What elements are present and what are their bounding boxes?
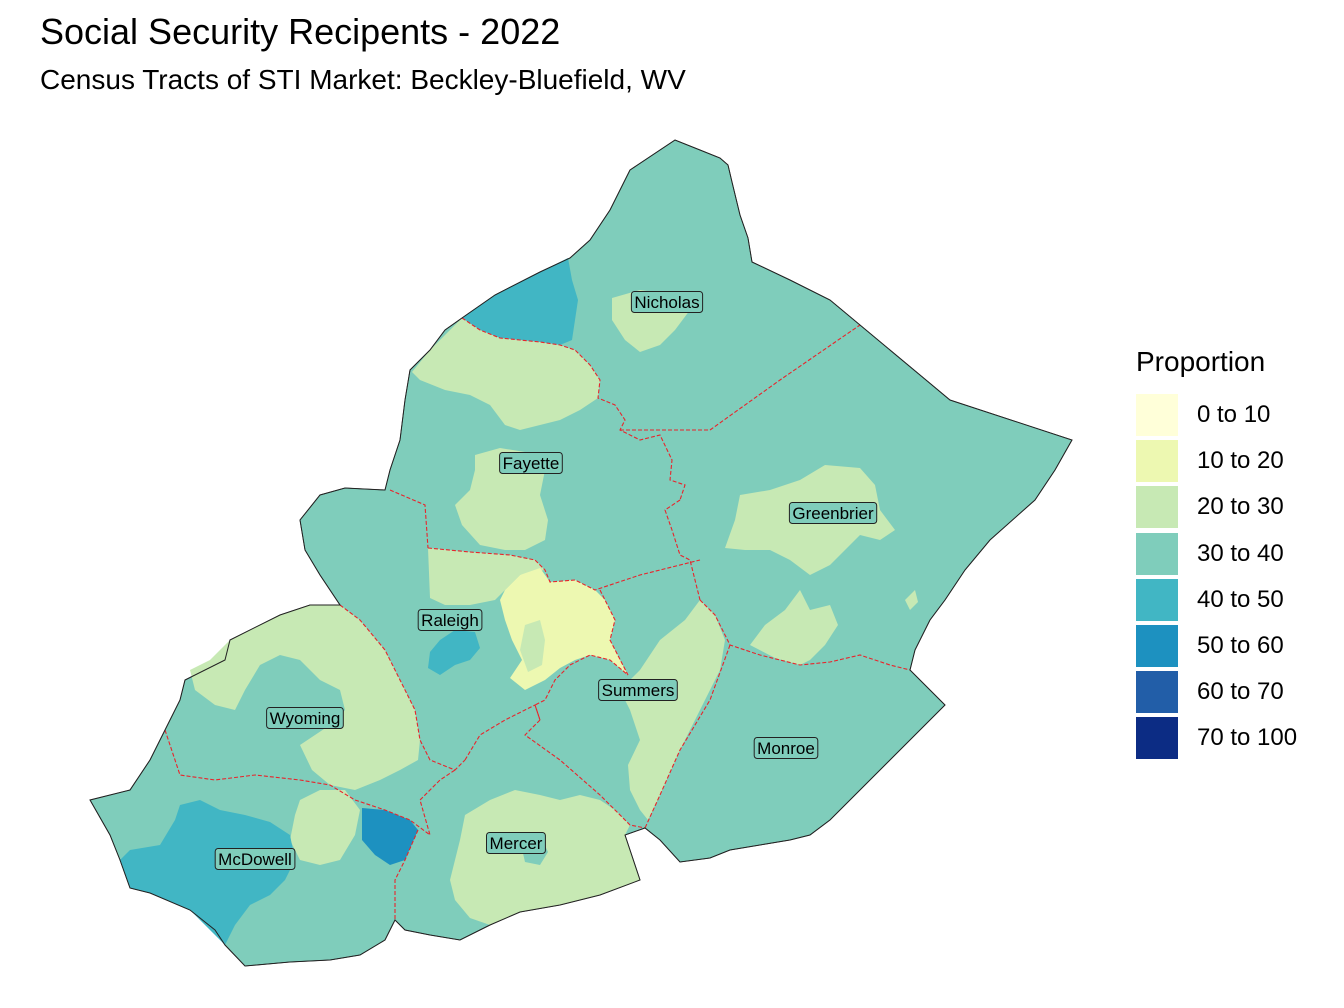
tract-raleigh-light-a [520, 620, 545, 672]
county-name: Mercer [490, 834, 543, 853]
label-summers: Summers [598, 679, 678, 701]
tract-wyoming-light [190, 605, 420, 790]
tract-nicholas-nw [462, 258, 578, 345]
legend-item: 10 to 20 [1136, 438, 1326, 484]
tract-raleigh-blue [428, 630, 480, 675]
label-box [630, 291, 704, 313]
label-greenbrier: Greenbrier [788, 502, 878, 524]
label-wyoming: Wyoming [266, 707, 344, 729]
boundary-nicholas-fayette [461, 317, 686, 501]
tract-mercer-light [450, 790, 640, 925]
label-mercer: Mercer [486, 832, 546, 854]
legend-item: 0 to 10 [1136, 392, 1326, 438]
tract-fayette-north [412, 318, 600, 430]
legend-swatch [1136, 440, 1178, 483]
legend-item: 40 to 50 [1136, 577, 1326, 623]
boundary-summers-mercer [524, 719, 646, 829]
legend-item: 50 to 60 [1136, 623, 1326, 669]
legend-swatch [1136, 578, 1178, 621]
label-box [753, 737, 819, 759]
legend-label: 10 to 20 [1197, 447, 1284, 475]
legend-title: Proportion [1136, 346, 1266, 377]
legend-swatch [1136, 486, 1178, 529]
county-name: Fayette [503, 454, 560, 473]
legend-label: 40 to 50 [1197, 585, 1284, 613]
label-box [266, 707, 344, 729]
county-boundaries [164, 317, 911, 920]
tract-wyoming-south [290, 790, 360, 865]
county-labels: Nicholas Fayette Greenbrier Raleigh Summ… [214, 291, 878, 870]
tract-summers-east [620, 600, 725, 820]
boundary-raleigh-summers [534, 589, 629, 721]
legend-swatch [1136, 394, 1178, 437]
label-box [486, 832, 546, 854]
label-raleigh: Raleigh [417, 609, 483, 631]
boundary-summers-monroe [644, 644, 731, 829]
boundary-nicholas-greenbrier [620, 324, 861, 431]
legend-label: 20 to 30 [1197, 493, 1284, 521]
legend-item: 20 to 30 [1136, 484, 1326, 530]
tract-mcdowell-blue [120, 800, 295, 945]
label-box [214, 848, 296, 870]
legend-label: 50 to 60 [1197, 632, 1284, 660]
tract-raleigh-north [428, 548, 545, 605]
legend-label: 30 to 40 [1197, 539, 1284, 567]
county-name: Wyoming [270, 709, 341, 728]
boundary-fayette-raleigh [427, 547, 701, 591]
tract-greenbrier-small [905, 590, 918, 610]
label-mcdowell: McDowell [214, 848, 296, 870]
legend-swatch [1136, 671, 1178, 714]
legend-swatch [1136, 717, 1178, 760]
legend-item: 70 to 100 [1136, 715, 1326, 761]
boundary-fayette-west [389, 489, 429, 549]
legend-label: 70 to 100 [1197, 724, 1298, 752]
boundary-mcdowell-mercer [394, 829, 419, 920]
map-title: Social Security Recipents - 2022 [40, 11, 561, 52]
boundary-raleigh-wyoming [339, 604, 466, 771]
boundary-fayette-greenbrier [664, 499, 701, 601]
county-name: Nicholas [634, 293, 699, 312]
map-subtitle: Census Tracts of STI Market: Beckley-Blu… [40, 64, 686, 95]
label-box [499, 452, 563, 474]
boundary-summers-greenbrier [699, 599, 911, 671]
legend-label: 0 to 10 [1197, 401, 1271, 429]
county-name: Raleigh [421, 611, 479, 630]
label-nicholas: Nicholas [630, 291, 704, 313]
region-outline [89, 139, 1073, 967]
boundary-raleigh-mercer [464, 704, 541, 761]
label-monroe: Monroe [753, 737, 819, 759]
county-name: McDowell [218, 850, 292, 869]
label-box [417, 609, 483, 631]
tract-greenbrier-south [750, 590, 838, 665]
legend-swatch [1136, 532, 1178, 575]
label-box [598, 679, 678, 701]
legend-swatch [1136, 625, 1178, 668]
county-name: Summers [602, 681, 675, 700]
legend: Proportion 0 to 10 10 to 20 20 to 30 30 to … [1136, 342, 1326, 762]
legend-items: 0 to 10 10 to 20 20 to 30 30 to 40 40 to 50 5… [1136, 392, 1326, 762]
label-fayette: Fayette [499, 452, 563, 474]
legend-item: 60 to 70 [1136, 669, 1326, 715]
tract-mcdowell-darkblue [362, 808, 418, 865]
legend-item: 30 to 40 [1136, 531, 1326, 577]
legend-label: 60 to 70 [1197, 678, 1284, 706]
county-name: Greenbrier [792, 504, 874, 523]
label-box [788, 502, 878, 524]
county-name: Monroe [757, 739, 815, 758]
